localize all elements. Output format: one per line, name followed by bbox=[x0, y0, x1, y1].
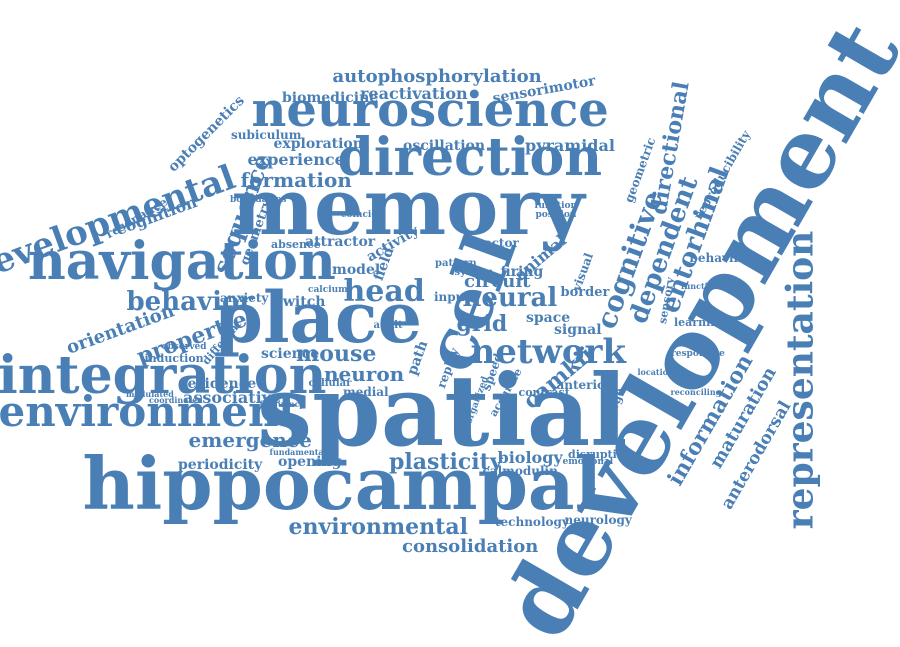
cloud-word-space: space bbox=[526, 310, 571, 326]
cloud-word-direction: direction bbox=[337, 127, 603, 188]
cloud-word-model: model bbox=[332, 262, 381, 278]
cloud-word-neural: neural bbox=[462, 283, 558, 313]
cloud-word-border: border bbox=[560, 284, 610, 300]
cloud-word-boundaries: boundaries bbox=[230, 194, 287, 205]
cloud-word-attractor: attractor bbox=[305, 234, 376, 250]
cloud-word-learning: learning bbox=[674, 315, 726, 329]
cloud-word-medial: medial bbox=[343, 385, 389, 399]
cloud-word-grid: grid bbox=[456, 311, 508, 337]
cloud-word-firing: firing bbox=[500, 264, 544, 280]
cloud-word-autophosphorylation: autophosphorylation bbox=[332, 66, 542, 87]
cloud-word-integration: integration bbox=[0, 345, 327, 406]
cloud-word-input: input bbox=[434, 290, 470, 304]
cloud-word-frequency: frequency bbox=[259, 399, 305, 409]
cloud-word-hippocampal: hippocampal bbox=[82, 441, 602, 526]
cloud-word-function: function bbox=[534, 200, 578, 211]
cloud-word-calmodulin: calmodulin bbox=[482, 464, 558, 478]
cloud-word-locational: locational bbox=[637, 367, 683, 377]
cloud-word-modulated: modulated bbox=[126, 389, 174, 399]
cloud-word-switch: switch bbox=[275, 294, 326, 310]
cloud-word-induction: induction bbox=[144, 351, 204, 365]
cloud-word-neurology: neurology bbox=[564, 513, 632, 527]
cloud-word-coordinated: coordinated bbox=[149, 395, 203, 405]
cloud-word-fundamental: fundamental bbox=[269, 447, 327, 457]
cloud-word-neuron: neuron bbox=[324, 362, 405, 386]
cloud-word-navigation: navigation bbox=[28, 231, 336, 292]
cloud-word-disruption: disruption bbox=[568, 447, 633, 461]
cloud-word-place: place bbox=[214, 276, 423, 359]
cloud-word-anxiety: anxiety bbox=[220, 291, 269, 305]
cloud-word-subiculum: subiculum bbox=[231, 128, 302, 142]
cloud-word-memory: memory bbox=[231, 162, 585, 253]
cloud-word-technology: technology bbox=[495, 515, 569, 529]
cloud-word-anterior: anterior bbox=[556, 378, 612, 392]
cloud-word-associative: associative bbox=[183, 388, 282, 407]
cloud-word-emergence: emergence bbox=[188, 428, 312, 452]
cloud-word-evidence: evidence bbox=[187, 376, 257, 392]
cloud-word-observed: observed bbox=[161, 341, 207, 352]
cloud-word-calcium: calcium bbox=[308, 284, 348, 295]
cloud-word-emotional: emotional bbox=[562, 456, 614, 467]
cloud-word-behaving: behaving bbox=[689, 251, 751, 265]
cloud-word-exploration: exploration bbox=[273, 136, 363, 152]
cloud-word-biology: biology bbox=[497, 448, 563, 467]
cloud-word-mouse: mouse bbox=[296, 341, 377, 367]
cloud-word-reactivation: reactivation bbox=[360, 84, 468, 103]
cloud-word-opening: opening bbox=[278, 454, 342, 470]
cloud-word-vector: vector bbox=[477, 236, 519, 250]
cloud-word-periodicity: periodicity bbox=[178, 457, 263, 473]
cloud-word-biomedicine: biomedicine bbox=[282, 90, 379, 106]
cloud-word-functional: functional bbox=[681, 281, 728, 291]
cloud-word-formation: formation bbox=[240, 168, 352, 192]
cloud-word-position: position bbox=[535, 209, 577, 220]
cloud-word-pyramidal: pyramidal bbox=[525, 136, 615, 155]
cloud-word-coincide: coincide bbox=[341, 209, 384, 220]
cloud-word-rat: rat bbox=[458, 314, 482, 330]
cloud-word-environmental: environmental bbox=[288, 514, 468, 540]
cloud-word-behavior: behavior bbox=[126, 287, 254, 317]
cloud-word-environment: environment bbox=[0, 387, 298, 436]
cloud-word-pattern: pattern bbox=[435, 258, 477, 269]
cloud-word-responsive: responsive bbox=[671, 348, 725, 359]
cloud-word-reconciling: reconciling bbox=[670, 387, 722, 397]
cloud-word-plasticity: plasticity bbox=[389, 449, 503, 475]
cloud-word-absence: absence bbox=[271, 237, 321, 251]
cloud-word-adult: adult bbox=[373, 320, 403, 331]
cloud-word-network: network bbox=[470, 332, 626, 372]
cloud-word-consolidation: consolidation bbox=[402, 536, 539, 557]
cloud-word-signal: signal bbox=[554, 322, 602, 338]
cloud-word-system: system bbox=[454, 267, 494, 278]
cloud-word-neuroscience: neuroscience bbox=[251, 82, 609, 138]
cloud-word-contrast: contrast bbox=[518, 385, 570, 399]
cloud-word-spatial: spatial bbox=[257, 354, 628, 469]
cloud-word-experience: experience bbox=[247, 150, 345, 169]
cloud-word-representation: representation bbox=[778, 230, 821, 530]
cloud-word-circuit: circuit bbox=[464, 271, 531, 292]
cloud-word-head: head bbox=[343, 274, 425, 309]
cloud-word-science: science bbox=[261, 346, 320, 362]
cloud-word-cellular: cellular bbox=[308, 378, 352, 389]
cloud-word-oscillation: oscillation bbox=[403, 138, 486, 154]
